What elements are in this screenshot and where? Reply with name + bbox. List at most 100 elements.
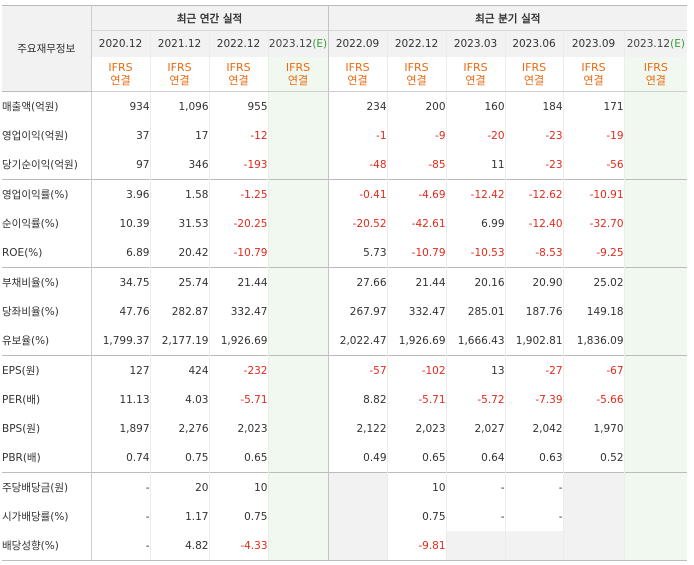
- accounting-basis-cell: IFRS 연결: [623, 57, 688, 92]
- value-cell: [623, 355, 688, 385]
- value-cell: -: [91, 531, 150, 561]
- row-label: PER(배): [2, 385, 92, 414]
- value-cell: [267, 150, 329, 180]
- value-cell: 127: [91, 355, 150, 385]
- scope-label: 연결: [287, 74, 309, 87]
- value-cell: -5.71: [208, 385, 268, 414]
- value-cell: 2,276: [149, 414, 209, 443]
- value-cell: -5.72: [445, 385, 506, 414]
- value-cell: [623, 297, 688, 326]
- financial-summary-table: 주요재무정보 최근 연간 실적 최근 분기 실적 2020.12 2021.12 2…: [2, 5, 688, 561]
- table-row: 매출액(억원) 934 1,096 955 234 200 160 184 171: [2, 91, 688, 121]
- value-cell: -9.25: [562, 238, 625, 268]
- value-cell: -67: [562, 355, 625, 385]
- period-header: 2022.09: [327, 30, 388, 57]
- value-cell: [623, 326, 688, 356]
- empty-cell: [445, 531, 506, 561]
- value-cell: 332.47: [386, 297, 447, 326]
- value-cell: 1,970: [562, 414, 625, 443]
- value-cell: 149.18: [562, 297, 625, 326]
- row-label: EPS(원): [2, 355, 92, 385]
- financial-rows: 매출액(억원) 934 1,096 955 234 200 160 184 171 영업이익(억원…: [2, 91, 688, 561]
- value-cell: 20.90: [504, 267, 564, 297]
- value-cell: 1.17: [149, 502, 209, 531]
- value-cell: -: [504, 472, 564, 502]
- row-label: PBR(배): [2, 443, 92, 473]
- value-cell: -9.81: [386, 531, 447, 561]
- value-cell: 1,096: [149, 91, 209, 121]
- value-cell: 2,122: [327, 414, 388, 443]
- value-cell: [267, 531, 329, 561]
- value-cell: 332.47: [208, 297, 268, 326]
- period-header: 2022.12: [386, 30, 447, 57]
- basis-label: IFRS: [463, 61, 488, 74]
- table-row: 순이익률(%) 10.39 31.53 -20.25 -20.52 -42.61 6.99-…: [2, 209, 688, 238]
- accounting-basis-cell: IFRS 연결: [445, 57, 506, 92]
- row-label: 배당성향(%): [2, 531, 92, 561]
- value-cell: 1,836.09: [562, 326, 625, 356]
- value-cell: -: [91, 472, 150, 502]
- value-cell: [267, 355, 329, 385]
- value-cell: -232: [208, 355, 268, 385]
- value-cell: 0.52: [562, 443, 625, 473]
- table-row: 시가배당률(%) -1.17 0.75 0.75- -: [2, 502, 688, 531]
- value-cell: [623, 238, 688, 268]
- value-cell: 20: [149, 472, 209, 502]
- scope-label: 연결: [583, 74, 604, 87]
- row-label: ROE(%): [2, 238, 92, 268]
- table-row: 영업이익률(%) 3.96 1.58 -1.25 -0.41 -4.69 -12.42 -12…: [2, 179, 688, 209]
- accounting-basis-cell: IFRS 연결: [504, 57, 564, 92]
- period-label: 2023.12: [626, 38, 671, 50]
- value-cell: -85: [386, 150, 447, 180]
- value-cell: -20: [445, 121, 506, 150]
- period-label: 2020.12: [98, 38, 143, 50]
- basis-label: IFRS: [167, 61, 192, 74]
- row-label: 매출액(억원): [2, 91, 92, 121]
- value-cell: [623, 267, 688, 297]
- value-cell: 234: [327, 91, 388, 121]
- value-cell: -23: [504, 121, 564, 150]
- value-cell: -19: [562, 121, 625, 150]
- period-header-row: 2020.12 2021.12 2022.12 2023.12(E) 2022.09 20…: [2, 30, 688, 57]
- estimate-mark: (E): [670, 38, 685, 50]
- scope-label: 연결: [110, 74, 131, 87]
- table-row: 주당배당금(원) -20 10 10- -: [2, 472, 688, 502]
- basis-label: IFRS: [404, 61, 429, 74]
- value-cell: 97: [136, 158, 150, 171]
- value-cell: -20.52: [327, 209, 388, 238]
- row-label: 영업이익(억원): [2, 121, 92, 150]
- value-cell: 2,023: [386, 414, 447, 443]
- value-cell: 424: [149, 355, 209, 385]
- value-cell: 1,926.69: [386, 326, 447, 356]
- value-cell: 0.65: [208, 443, 268, 473]
- annual-group-header: 최근 연간 실적: [91, 5, 329, 31]
- value-cell: 0.49: [327, 443, 388, 473]
- value-cell: 17: [149, 121, 209, 150]
- value-cell: [267, 326, 329, 356]
- row-label: 시가배당률(%): [2, 502, 92, 531]
- value-cell: [623, 472, 688, 502]
- value-cell: [623, 443, 688, 473]
- value-cell: 10: [208, 472, 268, 502]
- value-cell: 2,022.47: [327, 326, 388, 356]
- value-cell: -23: [504, 150, 564, 180]
- value-cell: 11.13: [119, 393, 150, 406]
- value-cell: 47.76: [119, 305, 150, 318]
- period-header: 2023.06: [504, 30, 564, 57]
- value-cell: [267, 385, 329, 414]
- value-cell: -4.33: [208, 531, 268, 561]
- empty-cell: [562, 502, 625, 531]
- value-cell: 21.44: [208, 267, 268, 297]
- period-label: 2023.09: [571, 38, 616, 50]
- period-header: 2023.03: [445, 30, 506, 57]
- value-cell: 27.66: [327, 267, 388, 297]
- empty-cell: [562, 472, 625, 502]
- value-cell: -10.79: [208, 238, 268, 268]
- period-label: 2022.12: [216, 38, 261, 50]
- value-cell: 160: [445, 91, 506, 121]
- row-label: 당기순이익(억원): [2, 150, 92, 180]
- value-cell: -27: [504, 355, 564, 385]
- value-cell: [623, 502, 688, 531]
- basis-label: IFRS: [521, 61, 547, 74]
- value-cell: -5.66: [562, 385, 625, 414]
